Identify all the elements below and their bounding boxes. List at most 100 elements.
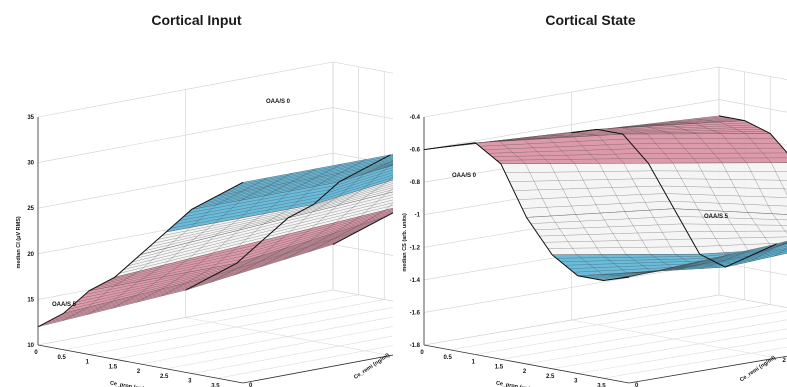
- oaas-annotation: OAA/S 0: [452, 173, 477, 179]
- grid-line: [571, 319, 777, 359]
- grid-line: [114, 307, 393, 360]
- mesh-line: [279, 197, 393, 226]
- mesh-line: [665, 193, 787, 198]
- cortical-state-surface-chart: 00.511.522.533.54024-1.8-1.6-1.4-1.2-1-0…: [402, 66, 787, 387]
- series-line: [37, 181, 244, 328]
- mesh-line: [187, 185, 336, 214]
- mesh-line: [618, 131, 766, 134]
- mesh-line: [387, 176, 393, 182]
- x-tick-label: 3.5: [597, 383, 606, 387]
- mesh-line: [759, 242, 787, 252]
- mesh-line: [305, 183, 393, 210]
- grid-line: [423, 99, 787, 150]
- y-axis-label: Ce_remi (ng/ml): [353, 352, 391, 380]
- x-tick-label: 1: [472, 360, 476, 366]
- grid-line: [242, 354, 393, 384]
- x-tick-label: 0.5: [443, 355, 452, 361]
- x-tick-label: 1: [86, 360, 90, 366]
- series-line: [332, 212, 393, 245]
- z-tick-label: -1.4: [410, 278, 421, 284]
- cortical-input-panel: Cortical Input 00.511.522.533.5402410152…: [0, 0, 393, 387]
- mesh-line: [695, 242, 787, 247]
- mesh-line: [334, 167, 393, 186]
- mesh-line: [772, 213, 787, 234]
- mesh-line: [206, 232, 355, 280]
- mesh-line: [386, 188, 393, 194]
- cortical-state-panel: Cortical State 00.511.522.533.54024-1.8-…: [394, 0, 787, 387]
- mesh-line: [496, 158, 645, 161]
- x-tick-label: 1.5: [495, 364, 504, 370]
- z-tick-label: -1.8: [410, 343, 421, 349]
- x-tick-label: 0.5: [57, 355, 66, 361]
- x-axis-label: Ce_prop (μg/ml): [109, 380, 152, 387]
- x-tick-label: 2: [137, 369, 141, 375]
- mesh-line: [755, 243, 787, 254]
- series-line: [423, 142, 630, 282]
- mesh-line: [385, 202, 393, 211]
- chart-title: Cortical Input: [151, 12, 242, 28]
- z-tick-label: -0.6: [410, 148, 421, 154]
- mesh-line: [733, 249, 787, 264]
- mesh-line: [309, 181, 393, 207]
- oaas-annotation: OAA/S 5: [704, 214, 729, 220]
- z-tick-label: -1.2: [410, 245, 421, 251]
- z-tick-label: 10: [27, 343, 34, 349]
- series-line: [185, 154, 391, 291]
- z-tick-label: 20: [27, 252, 34, 258]
- mesh-line: [774, 247, 787, 257]
- mesh-line: [326, 172, 393, 194]
- x-axis: [37, 344, 244, 384]
- mesh-line: [381, 156, 393, 160]
- chart-title: Cortical State: [545, 12, 636, 28]
- x-axis: [423, 344, 630, 384]
- grid-line: [140, 316, 393, 365]
- mesh-line: [691, 236, 787, 240]
- series-line: [718, 115, 787, 154]
- x-tick-label: 2: [523, 369, 527, 375]
- z-tick-label: 35: [27, 115, 34, 121]
- x-tick-label: 3: [188, 379, 192, 385]
- mesh-line: [232, 219, 381, 266]
- mesh-line: [356, 162, 393, 174]
- y-tick-label: 0: [249, 383, 253, 387]
- mesh-line: [624, 245, 773, 278]
- z-tick-label: -0.8: [410, 180, 421, 186]
- mesh-line: [522, 200, 670, 209]
- z-axis-label: median CI (μV RMS): [16, 216, 22, 268]
- x-tick-label: 0: [34, 350, 38, 356]
- mesh-line: [644, 157, 787, 159]
- oaas-annotation: OAA/S 0: [266, 99, 291, 105]
- series-line: [571, 128, 777, 268]
- y-tick-label: 0: [635, 383, 639, 387]
- mesh-line: [84, 265, 233, 295]
- x-tick-label: 1.5: [109, 364, 118, 370]
- mesh-line: [360, 162, 393, 171]
- x-tick-label: 3.5: [211, 383, 220, 387]
- mesh-line: [742, 245, 787, 260]
- x-tick-label: 3: [574, 379, 578, 385]
- oaas-annotation: OAA/S 5: [52, 302, 77, 308]
- mesh-line: [386, 155, 393, 158]
- mesh-line: [283, 194, 393, 222]
- mesh-line: [110, 244, 259, 280]
- mesh-line: [59, 278, 207, 316]
- z-tick-label: 25: [27, 206, 34, 212]
- grid-line: [718, 294, 787, 308]
- z-tick-label: -1.6: [410, 310, 421, 316]
- grid-line: [37, 289, 393, 346]
- grid-line: [166, 326, 393, 370]
- z-tick-label: 15: [27, 297, 34, 303]
- y-axis-label: Ce_remi (ng/ml): [739, 355, 777, 383]
- mesh-line: [322, 174, 393, 198]
- cortical-input-surface-chart: 00.511.522.533.54024101520253035Ce_prop …: [16, 61, 393, 387]
- z-tick-label: 30: [27, 161, 34, 167]
- grid-line: [185, 317, 391, 356]
- mesh-line: [686, 230, 787, 232]
- mesh-line: [669, 200, 787, 207]
- grid-line: [37, 61, 393, 118]
- mesh-line: [300, 185, 393, 212]
- x-tick-label: 0: [420, 350, 424, 356]
- z-axis-label: median CS (arb. units): [402, 213, 408, 272]
- x-tick-label: 2.5: [160, 374, 169, 380]
- z-tick-label: -1: [415, 213, 421, 219]
